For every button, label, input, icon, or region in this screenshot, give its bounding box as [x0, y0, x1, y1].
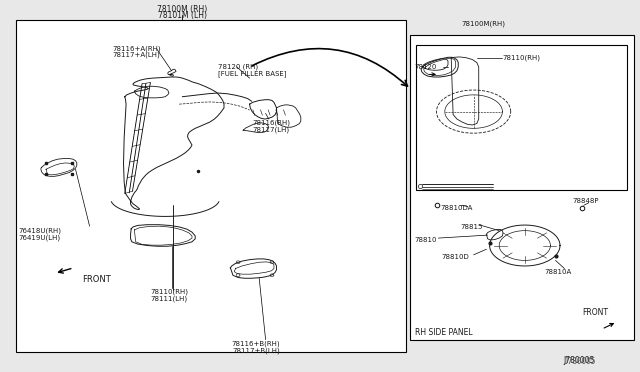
Text: J780005: J780005 [563, 357, 596, 366]
Text: 78810D: 78810D [442, 254, 469, 260]
Text: 76419U(LH): 76419U(LH) [18, 234, 60, 241]
Text: 78120 (RH): 78120 (RH) [218, 64, 258, 70]
Text: 78111(LH): 78111(LH) [150, 295, 188, 302]
Text: 78117+A(LH): 78117+A(LH) [112, 52, 160, 58]
Text: 78116+B(RH): 78116+B(RH) [232, 341, 280, 347]
Text: FRONT: FRONT [82, 275, 111, 283]
Text: 78117(LH): 78117(LH) [253, 126, 290, 133]
Text: 78810: 78810 [415, 237, 437, 243]
Text: 78116(RH): 78116(RH) [253, 119, 291, 126]
Text: J780005: J780005 [563, 356, 595, 365]
Text: 78116+A(RH): 78116+A(RH) [112, 45, 161, 52]
Text: [FUEL FILLER BASE]: [FUEL FILLER BASE] [218, 70, 286, 77]
Text: 78100M(RH): 78100M(RH) [461, 21, 505, 28]
Text: 78810DA: 78810DA [440, 205, 473, 211]
Text: 78117+B(LH): 78117+B(LH) [232, 347, 280, 354]
Text: 78848P: 78848P [573, 198, 599, 204]
Text: 78110(RH): 78110(RH) [150, 289, 188, 295]
Text: 76418U(RH): 76418U(RH) [18, 227, 61, 234]
Text: RH SIDE PANEL: RH SIDE PANEL [415, 328, 472, 337]
FancyBboxPatch shape [416, 45, 627, 190]
Text: 78810A: 78810A [544, 269, 572, 275]
Text: 78815: 78815 [461, 224, 483, 230]
Text: FRONT: FRONT [582, 308, 608, 317]
Text: 78110(RH): 78110(RH) [502, 54, 540, 61]
Text: 78101M (LH): 78101M (LH) [158, 12, 207, 20]
FancyBboxPatch shape [410, 35, 634, 340]
FancyBboxPatch shape [16, 20, 406, 352]
Text: 78100M (RH): 78100M (RH) [157, 5, 207, 14]
Text: 78120: 78120 [415, 64, 437, 70]
